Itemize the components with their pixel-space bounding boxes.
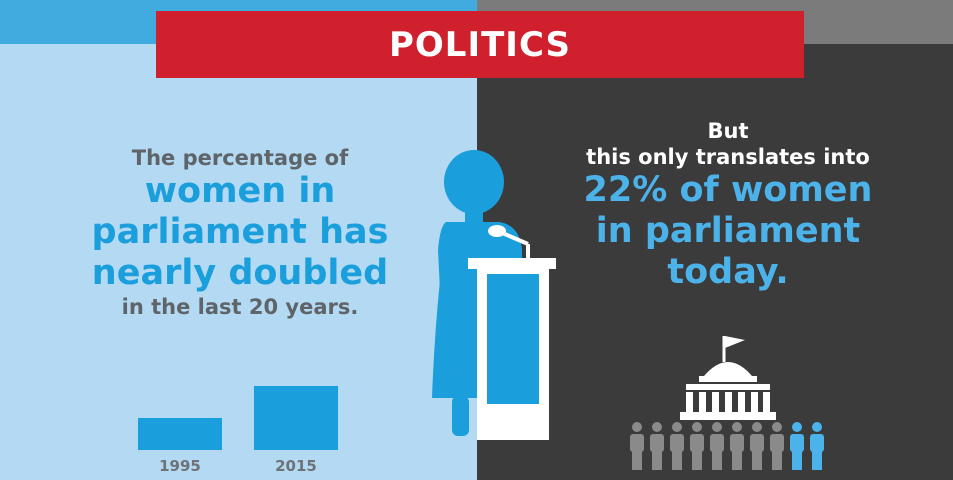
person-icon bbox=[790, 422, 804, 470]
left-line-2: in the last 20 years. bbox=[121, 295, 359, 319]
podium-icon bbox=[468, 258, 556, 440]
person-icon bbox=[690, 422, 704, 470]
right-highlight-3: today. bbox=[667, 252, 789, 292]
right-line-2: this only translates into bbox=[586, 145, 870, 169]
person-icon bbox=[770, 422, 784, 470]
bar-1995 bbox=[138, 418, 222, 450]
right-highlight-1: 22% of women bbox=[583, 170, 873, 210]
right-line-1: But bbox=[707, 119, 749, 143]
left-highlight-2: parliament has bbox=[91, 212, 389, 252]
person-icon bbox=[650, 422, 664, 470]
person-icon bbox=[710, 422, 724, 470]
bar-2015 bbox=[254, 386, 338, 450]
person-icon bbox=[670, 422, 684, 470]
tick-label-1995: 1995 bbox=[159, 457, 201, 475]
right-statement: But this only translates into 22% of wom… bbox=[560, 118, 896, 293]
person-icon bbox=[750, 422, 764, 470]
right-highlight-2: in parliament bbox=[595, 211, 861, 251]
left-statement: The percentage of women in parliament ha… bbox=[70, 145, 410, 320]
banner-title: POLITICS bbox=[388, 24, 572, 65]
left-highlight-3: nearly doubled bbox=[91, 253, 389, 293]
politics-banner: POLITICS bbox=[156, 11, 804, 78]
tick-label-2015: 2015 bbox=[275, 457, 317, 475]
person-icon bbox=[630, 422, 644, 470]
left-highlight-1: women in bbox=[144, 171, 336, 211]
left-panel bbox=[0, 0, 477, 480]
person-icon bbox=[730, 422, 744, 470]
left-line-1: The percentage of bbox=[131, 146, 349, 170]
person-icon bbox=[810, 422, 824, 470]
